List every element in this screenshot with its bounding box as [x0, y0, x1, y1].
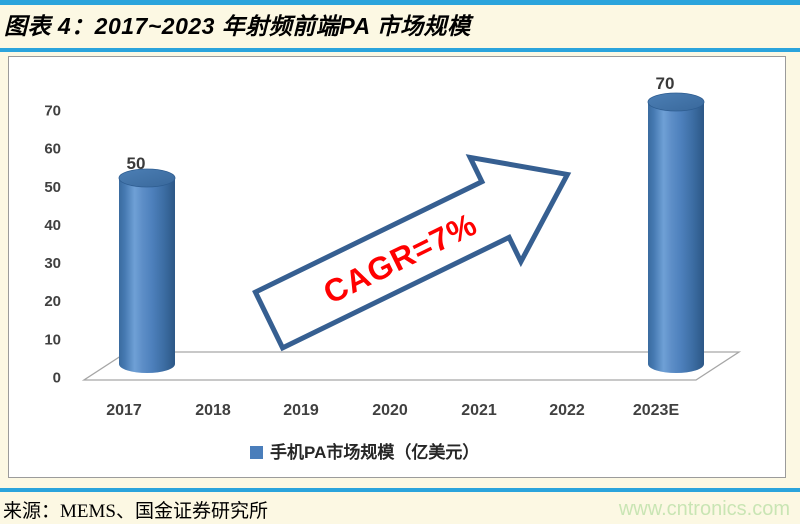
- bar-chart: 70 60 50 40 30 20 10 0 50 70 CAG: [44, 74, 742, 462]
- bar-2017-value-label: 50: [127, 154, 146, 173]
- bar-2023e-body: [648, 102, 704, 364]
- x-tick-label-2023e: 2023E: [633, 402, 680, 419]
- page-title: 图表 4：2017~2023 年射频前端PA 市场规模: [4, 13, 471, 39]
- bar-2017-body: [119, 178, 175, 364]
- y-tick-label-20: 20: [44, 293, 61, 310]
- y-tick-label-10: 10: [44, 331, 61, 348]
- x-tick-label-2022: 2022: [549, 402, 585, 419]
- bar-2023e-value-label: 70: [656, 74, 675, 93]
- y-tick-label-0: 0: [53, 370, 61, 387]
- legend-label: 手机PA市场规模（亿美元）: [270, 442, 479, 462]
- y-axis: 70 60 50 40 30 20 10 0: [44, 103, 61, 387]
- y-tick-label-50: 50: [44, 179, 61, 196]
- top-accent-rule: [0, 0, 800, 5]
- bar-2017-cap: [118, 168, 176, 188]
- cagr-arrow: CAGR=7%: [252, 154, 572, 352]
- x-tick-label-2021: 2021: [461, 402, 497, 419]
- y-tick-label-60: 60: [44, 141, 61, 158]
- bar-2023e: 70: [647, 74, 705, 373]
- chart-floor: [81, 351, 742, 381]
- y-tick-label-30: 30: [44, 255, 61, 272]
- bar-2023e-cap: [647, 92, 705, 112]
- x-tick-label-2018: 2018: [195, 402, 231, 419]
- x-tick-label-2017: 2017: [106, 402, 142, 419]
- x-tick-label-2019: 2019: [283, 402, 319, 419]
- x-tick-label-2020: 2020: [372, 402, 408, 419]
- footer-accent-rule: [0, 488, 800, 492]
- x-axis: 2017 2018 2019 2020 2021 2022 2023E: [106, 402, 679, 419]
- chart-legend: 手机PA市场规模（亿美元）: [250, 442, 479, 462]
- cagr-arrow-shape: [252, 154, 572, 352]
- chart-panel: 70 60 50 40 30 20 10 0 50 70 CAG: [8, 56, 786, 478]
- legend-marker: [250, 446, 263, 459]
- source-text: 来源：MEMS、国金证券研究所: [3, 501, 268, 522]
- y-tick-label-40: 40: [44, 217, 61, 234]
- title-underline-rule: [0, 48, 800, 52]
- site-link[interactable]: www.cntronics.com: [618, 498, 790, 520]
- y-tick-label-70: 70: [44, 103, 61, 120]
- bar-2017: 50: [118, 154, 176, 373]
